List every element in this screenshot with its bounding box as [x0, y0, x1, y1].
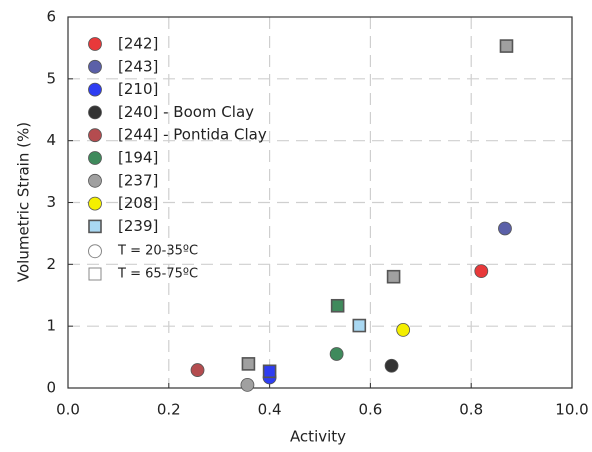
- data-point: [329, 347, 344, 361]
- legend-marker: [88, 219, 102, 234]
- y-tick-label: 2: [46, 255, 56, 273]
- legend-marker: [88, 59, 102, 74]
- y-tick-label: 4: [46, 131, 56, 149]
- legend-label: [194]: [118, 149, 158, 167]
- x-tick-label: 0.6: [358, 401, 382, 419]
- y-tick-label: 6: [46, 8, 56, 26]
- data-point: [240, 378, 255, 392]
- data-point: [386, 269, 401, 284]
- data-point: [396, 322, 411, 337]
- legend-marker: [88, 151, 102, 165]
- legend-marker: [88, 173, 102, 188]
- legend-label: [244] - Pontida Clay: [118, 126, 267, 144]
- data-point: [190, 363, 205, 377]
- x-tick-label: 0.8: [459, 401, 483, 419]
- legend-label: T = 20-35ºC: [117, 244, 198, 259]
- legend-label: [239]: [118, 217, 158, 235]
- legend-label: T = 65-75ºC: [117, 267, 198, 282]
- y-tick-label: 5: [46, 69, 56, 87]
- legend-marker: [88, 37, 102, 51]
- legend-label: [240] - Boom Clay: [118, 103, 254, 121]
- data-point: [384, 358, 399, 373]
- x-tick-label: 10.0: [555, 401, 588, 419]
- legend-marker: [88, 82, 102, 97]
- legend-label: [208]: [118, 194, 158, 212]
- legend-label: [243]: [118, 57, 158, 75]
- data-point: [474, 264, 489, 279]
- x-axis-label: Activity: [290, 428, 346, 446]
- y-axis-label: Volumetric Strain (%): [15, 122, 33, 282]
- legend-label: [210]: [118, 80, 158, 98]
- x-tick-label: 0.2: [157, 401, 181, 419]
- y-tick-label: 1: [46, 317, 56, 335]
- y-tick-label: 3: [46, 193, 56, 211]
- legend-marker: [88, 267, 102, 281]
- legend-marker: [88, 196, 102, 211]
- legend-marker: [88, 128, 102, 143]
- grid: [68, 17, 572, 388]
- data-point: [262, 364, 277, 379]
- data-point: [499, 39, 514, 53]
- legend-marker: [88, 244, 102, 259]
- x-tick-label: 0.0: [56, 401, 80, 419]
- legend-label: [242]: [118, 35, 158, 53]
- x-tick-label: 0.4: [258, 401, 282, 419]
- y-tick-label: 0: [46, 379, 56, 397]
- data-point: [241, 357, 256, 371]
- data-point: [498, 221, 512, 236]
- legend-marker: [88, 105, 102, 120]
- data-point: [352, 318, 367, 333]
- data-point: [330, 298, 345, 313]
- legend-label: [237]: [118, 171, 158, 189]
